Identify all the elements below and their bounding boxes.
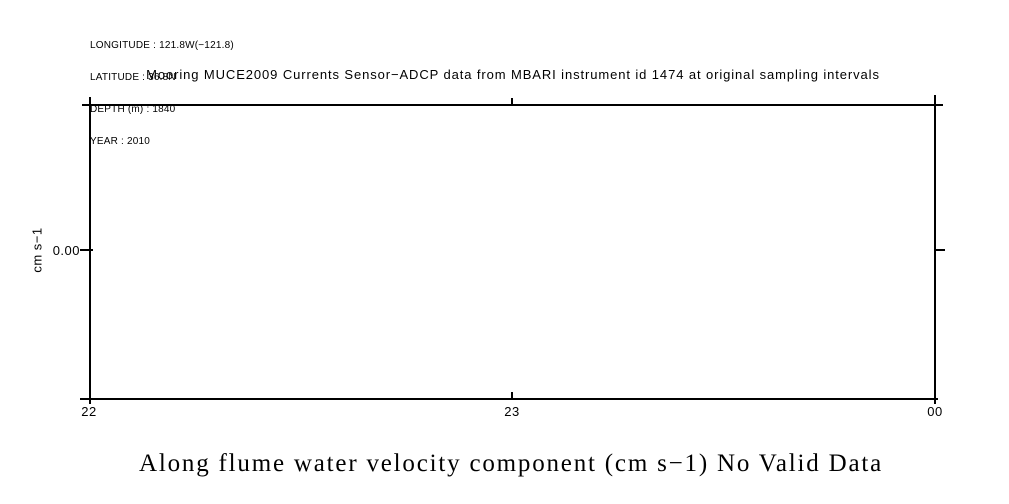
chart-title: Mooring MUCE2009 Currents Sensor−ADCP da… — [146, 67, 880, 82]
x-tick-label-22: 22 — [81, 404, 97, 419]
x-tick-label-23: 23 — [504, 404, 520, 419]
y-tick-label-0: 0.00 — [52, 243, 80, 258]
chart-caption: Along flume water velocity component (cm… — [139, 450, 883, 477]
x-tick-label-00: 00 — [927, 404, 943, 419]
metadata-longitude: LONGITUDE : 121.8W(−121.8) — [90, 40, 234, 52]
axes-frame — [80, 95, 945, 404]
metadata-latitude: LATITUDE : 36.8N — [90, 71, 176, 83]
metadata-depth: DEPTH (m) : 1840 — [90, 103, 176, 115]
metadata-block: LONGITUDE : 121.8W(−121.8) LATITUDE : 36… — [90, 20, 234, 168]
metadata-year: YEAR : 2010 — [90, 135, 151, 147]
